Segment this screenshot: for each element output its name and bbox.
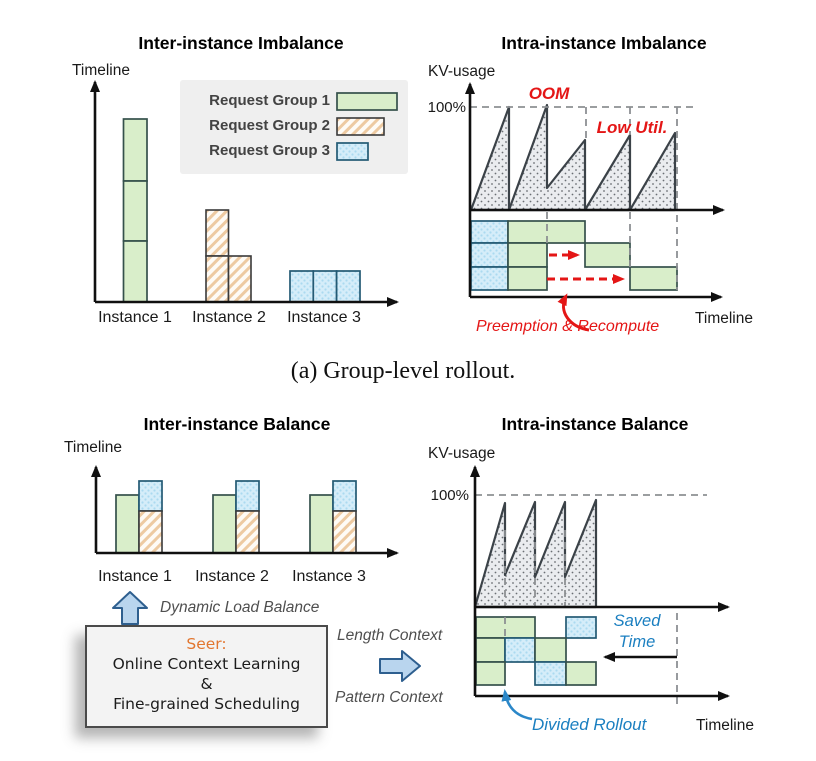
seer-line-3: Fine-grained Scheduling [113,695,300,713]
bottom-left-x-label-1: Instance 1 [98,568,172,585]
bl-i2-orange [235,510,260,554]
bl-i2-blue [235,480,260,512]
bottom-left-title: Inter-instance Balance [143,414,331,434]
divided-rollout-curve-arrow [501,689,533,721]
tr-gantt-r3-green1 [507,266,548,291]
top-right-title: Intra-instance Imbalance [501,33,707,53]
bar-i3-seg3 [335,270,361,303]
seer-title: Seer: [186,635,227,653]
bl-i3-blue [332,480,357,512]
br-gantt-r3-blue [534,661,567,686]
br-gantt-r1-blue [565,616,597,639]
bottom-right-100pct-label: 100% [430,487,469,504]
top-left-x-label-1: Instance 1 [98,309,172,326]
preemption-label: Preemption & Recompute [476,318,660,335]
tr-sawtooth-1 [469,105,511,212]
bl-i3-orange [332,510,357,554]
tr-gantt-r2-blue [470,242,509,268]
bar-i1-seg3 [122,240,148,303]
oom-label: OOM [528,84,570,103]
bar-i2-seg1 [205,209,230,257]
legend-label-group1: Request Group 1 [209,92,330,109]
top-left-x-label-2: Instance 2 [192,309,266,326]
divided-rollout-label: Divided Rollout [532,715,647,734]
tr-sawtooth-2 [507,103,587,212]
bl-i1-orange [138,510,163,554]
bottom-left-y-axis-label: Timeline [64,439,122,456]
saved-time-label: Saved Time [613,612,661,652]
tr-gantt-r1-blue [470,220,509,244]
bl-i2-green [212,494,237,554]
low-util-label: Low Util. [596,118,668,137]
bottom-left-x-label-2: Instance 2 [195,568,269,585]
bottom-right-title: Intra-instance Balance [501,414,689,434]
bl-i1-green [115,494,140,554]
tr-gantt-r3-green2 [629,266,678,291]
br-gantt-r2-green2 [534,637,567,663]
seer-line-1: Online Context Learning [112,655,301,673]
legend-label-group3: Request Group 3 [209,142,330,159]
bottom-right-timeline-label: Timeline [696,717,754,734]
bl-i3-green [309,494,334,554]
bar-i3-seg2 [312,270,338,303]
bar-i2-seg3 [227,255,252,303]
preemption-curve-arrow [557,293,590,332]
tr-sawtooth-3 [583,133,632,212]
legend-label-group2: Request Group 2 [209,117,330,134]
br-gantt-r3-green2 [565,661,597,686]
legend-swatch-group2 [336,117,385,136]
top-right-100pct-label: 100% [427,99,466,116]
length-context-label: Length Context [337,627,443,644]
tr-gantt-r2-green1 [507,242,548,268]
br-gantt-r3-green1 [475,661,506,686]
right-block-arrow [379,650,421,682]
legend-swatch-group3 [336,142,369,161]
bottom-right-y-axis-label: KV-usage [428,445,496,462]
br-gantt-r2-blue [504,637,536,663]
bottom-left-x-label-3: Instance 3 [292,568,366,585]
seer-box: Seer: Online Context Learning & Fine-gra… [85,625,328,728]
top-left-x-label-3: Instance 3 [287,309,361,326]
up-block-arrow [112,591,148,625]
top-left-title: Inter-instance Imbalance [138,33,344,53]
legend-swatch-group1 [336,92,398,111]
seer-line-2: & [200,675,213,693]
bl-i1-blue [138,480,163,512]
pattern-context-label: Pattern Context [335,689,443,706]
tr-gantt-r3-blue [470,266,509,291]
bar-i1-seg1 [122,118,148,182]
dynamic-load-balance-label: Dynamic Load Balance [160,599,320,616]
bar-i2-seg2 [205,255,230,303]
top-right-y-axis-label: KV-usage [428,63,496,80]
figure-caption: (a) Group-level rollout. [290,358,516,384]
br-gantt-r2-green1 [475,637,506,663]
tr-sawtooth-4 [628,131,677,212]
bar-i1-seg2 [122,180,148,242]
top-right-timeline-label: Timeline [695,310,753,327]
tr-gantt-r2-green2 [584,242,631,268]
bar-i3-seg1 [289,270,315,303]
top-left-y-axis-label: Timeline [72,62,130,79]
